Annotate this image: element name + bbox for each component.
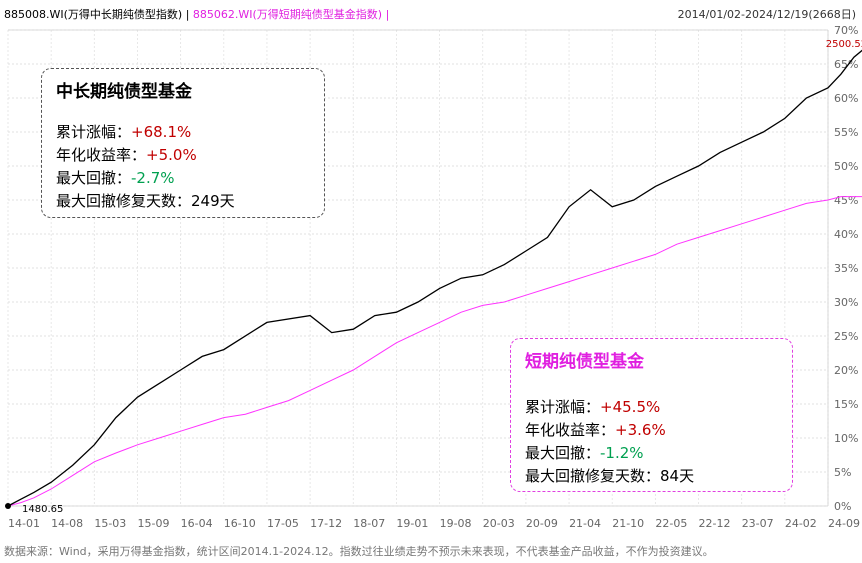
recovery-days-row: 最大回撤修复天数：84天 (525, 467, 695, 485)
x-tick-label: 16-10 (224, 517, 256, 530)
legend-series2: 885062.WI(万得短期纯债型基金指数) (192, 8, 383, 21)
legend-separator: | (182, 8, 193, 21)
series-mid-long-term-line (7, 49, 862, 507)
y-axis-ticks: 0% 5% 10% 15% 20% 25% 30% 35% 40% 45% 50% 55% 60% 65%… (834, 24, 858, 513)
y-tick-label: 0% (834, 500, 851, 513)
y-tick-label: 35% (834, 262, 858, 275)
x-tick-label: 17-05 (267, 517, 299, 530)
x-tick-label: 20-09 (526, 517, 558, 530)
short-term-stats-box: 短期纯债型基金 累计涨幅：+45.5% 年化收益率：+3.6% 最大回撤：-1.… (510, 338, 793, 492)
y-tick-label: 40% (834, 228, 858, 241)
y-tick-label: 10% (834, 432, 858, 445)
y-tick-label: 30% (834, 296, 858, 309)
series-short-term-line (7, 196, 862, 507)
box-title: 中长期纯债型基金 (56, 82, 192, 102)
x-tick-label: 16-04 (181, 517, 213, 530)
y-tick-label: 60% (834, 92, 858, 105)
y-tick-label: 55% (834, 126, 858, 139)
y-tick-label: 5% (834, 466, 851, 479)
data-source-footnote: 数据来源：Wind，采用万得基金指数，统计区间2014.1-2024.12。指数… (4, 545, 714, 558)
date-range: 2014/01/02-2024/12/19(2668日) (677, 8, 856, 21)
x-tick-label: 19-01 (396, 517, 428, 530)
x-tick-label: 15-09 (137, 517, 169, 530)
y-tick-label: 20% (834, 364, 858, 377)
x-tick-label: 24-09 (828, 517, 860, 530)
cumulative-return-row: 累计涨幅：+68.1% (56, 123, 192, 141)
x-tick-label: 22-05 (655, 517, 687, 530)
start-marker (5, 503, 11, 509)
x-tick-label: 21-10 (612, 517, 644, 530)
annualized-return-row: 年化收益率：+3.6% (525, 421, 666, 439)
y-tick-label: 15% (834, 398, 858, 411)
cumulative-return-row: 累计涨幅：+45.5% (525, 398, 661, 416)
max-drawdown-row: 最大回撤：-2.7% (56, 169, 175, 187)
x-tick-label: 24-02 (785, 517, 817, 530)
recovery-days-row: 最大回撤修复天数：249天 (56, 192, 235, 210)
x-tick-label: 14-01 (8, 517, 40, 530)
x-tick-label: 19-08 (440, 517, 472, 530)
x-tick-label: 21-04 (569, 517, 601, 530)
legend-series1: 885008.WI(万得中长期纯债型指数) (4, 8, 183, 21)
y-tick-label: 70% (834, 24, 858, 37)
mid-long-term-stats-box: 中长期纯债型基金 累计涨幅：+68.1% 年化收益率：+5.0% 最大回撤：-2… (41, 68, 325, 218)
x-tick-label: 18-07 (353, 517, 385, 530)
y-tick-label: 50% (834, 160, 858, 173)
box-title: 短期纯债型基金 (525, 352, 644, 372)
max-drawdown-row: 最大回撤：-1.2% (525, 444, 644, 462)
x-tick-label: 14-08 (51, 517, 83, 530)
start-value-label: 1480.65 (22, 504, 63, 515)
x-tick-label: 17-12 (310, 517, 342, 530)
x-tick-label: 15-03 (94, 517, 126, 530)
x-axis-ticks: 14-01 14-08 15-03 15-09 16-04 16-10 17-05 17-12… (8, 517, 860, 530)
y-tick-label: 25% (834, 330, 858, 343)
x-tick-label: 20-03 (483, 517, 515, 530)
x-tick-label: 22-12 (699, 517, 731, 530)
annualized-return-row: 年化收益率：+5.0% (56, 146, 197, 164)
end-value-label: 2500.52 (826, 39, 862, 50)
chart-legend: 885008.WI(万得中长期纯债型指数) | 885062.WI(万得短期纯债… (4, 6, 389, 22)
legend-trailing-separator: | (382, 8, 390, 21)
y-tick-label: 45% (834, 194, 858, 207)
x-tick-label: 23-07 (742, 517, 774, 530)
y-tick-label: 65% (834, 58, 858, 71)
